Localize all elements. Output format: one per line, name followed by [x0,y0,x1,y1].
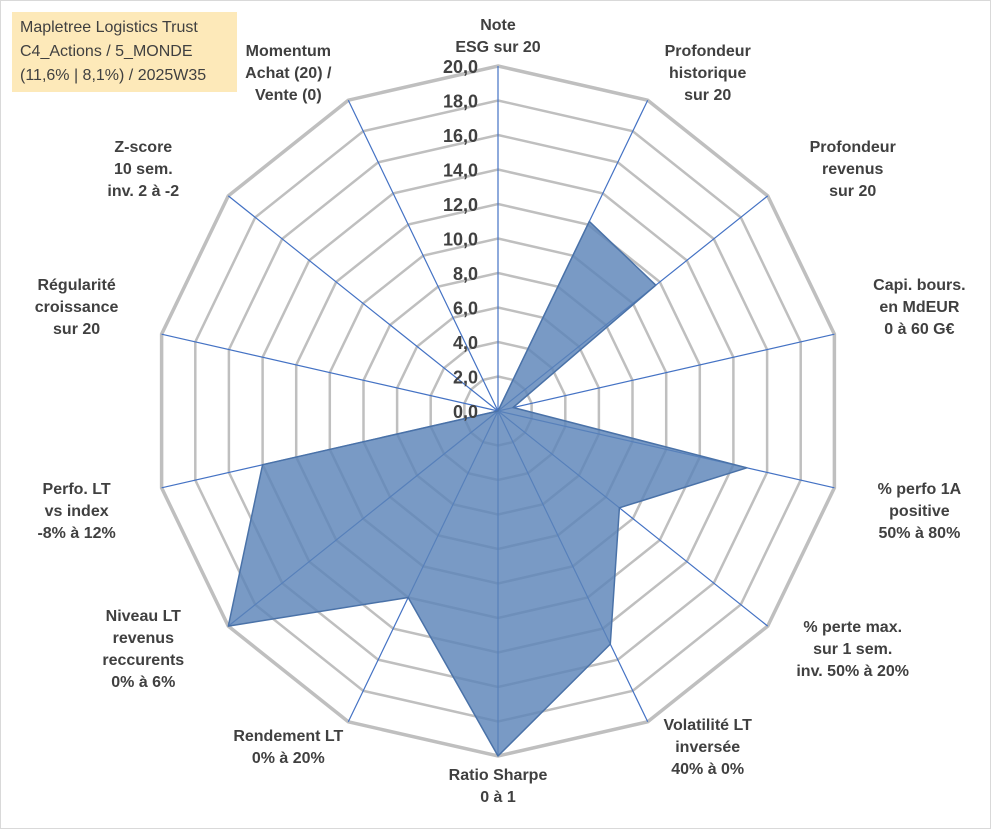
axis-spoke-11 [161,333,499,412]
axis-spoke-13 [347,99,499,412]
radar-axis-labels: Note ESG sur 20 Profondeur historique sur 20… [35,17,966,806]
axis-label-1: Profondeur historique sur 20 [665,43,751,104]
tick-label: 2,0 [453,368,478,388]
radar-tick-labels: 0,0 2,0 4,0 6,0 8,0 10,0 12,0 14,0 16,0 18,0 20,0 [443,57,478,422]
tick-label: 0,0 [453,402,478,422]
axis-label-8: Rendement LT 0% à 20% [233,728,343,767]
axis-label-2: Profondeur revenus sur 20 [810,139,896,200]
axis-label-6: Volatilité LT inversée 40% à 0% [664,717,753,778]
axis-label-5: % perte max. sur 1 sem. inv. 50% à 20% [796,619,909,680]
axis-label-11: Régularité croissance sur 20 [35,277,119,338]
tick-label: 8,0 [453,264,478,284]
radar-series [227,220,748,757]
axis-label-0: Note ESG sur 20 [455,17,540,56]
series-area [227,220,748,757]
tick-label: 16,0 [443,126,478,146]
axis-label-10: Perfo. LT vs index -8% à 12% [37,481,115,542]
axis-label-7: Ratio Sharpe 0 à 1 [449,767,548,806]
chart-title-box: Mapletree Logistics Trust C4_Actions / 5… [12,12,237,92]
tick-label: 12,0 [443,195,478,215]
axis-label-9: Niveau LT revenus reccurents 0% à 6% [102,608,184,691]
axis-label-3: Capi. bours. en MdEUR 0 à 60 G€ [873,277,965,338]
tick-label: 20,0 [443,57,478,77]
axis-label-13: Momentum Achat (20) / Vente (0) [245,43,332,104]
tick-label: 18,0 [443,92,478,112]
axis-spoke-3 [497,333,835,412]
tick-label: 6,0 [453,299,478,319]
tick-label: 10,0 [443,230,478,250]
tick-label: 4,0 [453,333,478,353]
title-line-category: C4_Actions / 5_MONDE [20,43,193,60]
axis-spoke-12 [227,195,499,412]
axis-label-12: Z-score 10 sem. inv. 2 à -2 [107,139,179,200]
axis-label-4: % perfo 1A positive 50% à 80% [878,481,962,542]
tick-label: 14,0 [443,161,478,181]
title-line-stats: (11,6% | 8,1%) / 2025W35 [20,67,207,84]
title-line-company: Mapletree Logistics Trust [20,19,198,36]
